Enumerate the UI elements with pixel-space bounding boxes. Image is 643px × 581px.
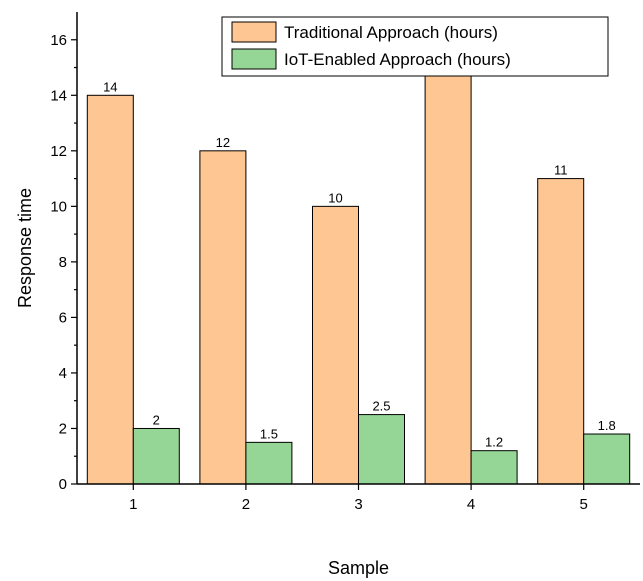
bar-series2-sample-5 <box>583 433 631 485</box>
data-label-series2-sample-3: 2.5 <box>372 399 390 414</box>
y-tick-label-12: 12 <box>50 143 67 160</box>
data-label-series1-sample-3: 10 <box>328 190 342 205</box>
y-ticks-layer: 0 2 4 6 8 10 12 14 16 <box>50 32 77 493</box>
data-label-series1-sample-2: 12 <box>216 135 230 150</box>
legend-label-traditional: Traditional Approach (hours) <box>284 23 498 42</box>
bar-series1-sample-1 <box>86 94 134 485</box>
y-tick-label-14: 14 <box>50 87 67 104</box>
x-tick-label-4: 4 <box>467 496 475 513</box>
data-label-series1-sample-5: 11 <box>554 163 568 178</box>
y-tick-label-16: 16 <box>50 32 67 49</box>
bar-series2-sample-1 <box>132 427 180 485</box>
bar-series1-sample-3 <box>312 205 359 485</box>
bar-series1-sample-5 <box>537 178 585 485</box>
data-label-series2-sample-4: 1.2 <box>485 435 503 450</box>
legend-swatch-iot <box>231 48 277 70</box>
y-tick-label-6: 6 <box>59 309 67 326</box>
data-label-series1-sample-1: 14 <box>103 79 117 94</box>
y-tick-label-10: 10 <box>50 198 67 215</box>
data-label-series2-sample-5: 1.8 <box>598 418 616 433</box>
x-tick-label-2: 2 <box>242 496 250 513</box>
y-tick-label-8: 8 <box>59 254 67 271</box>
bars-layer <box>86 67 631 485</box>
bar-series2-sample-2 <box>245 441 293 485</box>
data-label-series2-sample-2: 1.5 <box>260 426 278 441</box>
data-label-series2-sample-1: 2 <box>153 412 160 427</box>
y-tick-label-4: 4 <box>59 365 67 382</box>
x-tick-label-3: 3 <box>354 496 362 513</box>
x-axis-title: Sample <box>328 558 389 578</box>
legend-label-iot: IoT-Enabled Approach (hours) <box>284 50 511 69</box>
x-tick-label-5: 5 <box>580 496 588 513</box>
y-tick-label-2: 2 <box>59 420 67 437</box>
y-tick-label-0: 0 <box>59 476 67 493</box>
bar-series1-sample-4 <box>424 67 472 485</box>
legend: Traditional Approach (hours) IoT-Enabled… <box>221 16 609 77</box>
y-axis-title: Response time <box>15 188 35 308</box>
x-ticks-layer: 1 2 3 4 5 <box>129 484 588 513</box>
legend-box <box>221 16 609 77</box>
x-tick-label-1: 1 <box>129 496 137 513</box>
legend-swatch-traditional <box>231 21 277 43</box>
bar-series2-sample-4 <box>470 450 518 485</box>
bar-series1-sample-2 <box>199 150 247 485</box>
bar-series2-sample-3 <box>358 414 405 485</box>
